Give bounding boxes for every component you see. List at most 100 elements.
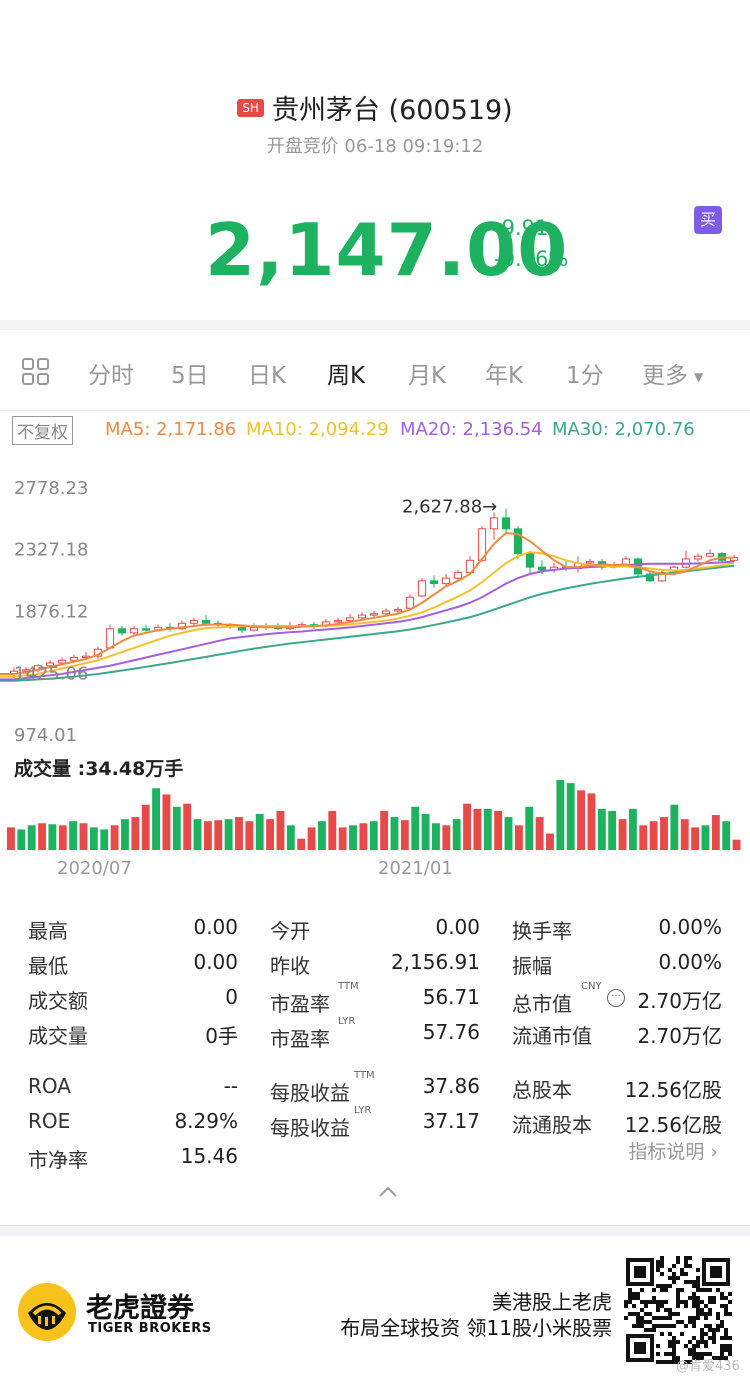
volume-bar [577, 790, 586, 850]
candle-body [141, 628, 151, 631]
buy-button[interactable]: 买 [694, 206, 722, 234]
stats-grid: 最高 0.00 最低 0.00 成交额 0 成交量 0手 ROA -- ROE … [0, 905, 750, 1175]
candle-body [429, 580, 439, 585]
stat-value-low: 0.00 [193, 950, 238, 974]
section-gap [0, 1226, 750, 1236]
indicator-help-link[interactable]: 指标说明 › [628, 1141, 718, 1163]
y-tick-label: 1425.06 [14, 663, 88, 684]
stat-value-turnover-rate: 0.00% [658, 915, 722, 939]
tab-5day[interactable]: 5日 [171, 363, 209, 389]
candle-body [117, 628, 127, 634]
volume-bar [121, 819, 129, 850]
candle-body [417, 580, 427, 597]
volume-bar [369, 821, 378, 850]
last-price: 2,147.00 [205, 208, 569, 292]
y-axis-labels: 2778.23 2327.18 1876.12 1425.06 974.01 [14, 478, 88, 746]
stat-label-eps-lyr: 每股收益 [270, 1116, 350, 1140]
y-tick-label: 2327.18 [14, 540, 88, 561]
auction-time: 开盘竞价 06-18 09:19:12 [266, 136, 484, 157]
stat-value-high: 0.00 [193, 915, 238, 939]
stat-sup-cny: CNY [581, 981, 602, 992]
stat-value-prev-close: 2,156.91 [390, 950, 480, 974]
ma30-value: MA30: 2,070.76 [552, 419, 695, 440]
brand-name-en: TIGER BROKERS [88, 1321, 212, 1336]
candle-body [537, 566, 547, 571]
grid-layout-icon[interactable] [22, 358, 50, 386]
kline-chart[interactable]: 2778.23 2327.18 1876.12 1425.06 974.01 2,627… [0, 450, 750, 760]
volume-bar [203, 821, 212, 850]
stat-value-amplitude: 0.00% [658, 950, 722, 974]
stat-sup-ttm: TTM [354, 1070, 375, 1081]
tab-more[interactable]: 更多 ▼ [642, 356, 703, 390]
stat-sup-ttm: TTM [338, 981, 359, 992]
ma10-value: MA10: 2,094.29 [246, 419, 389, 440]
volume-bar [183, 803, 192, 850]
promo-slogan: 美港股上老虎 [492, 1290, 612, 1314]
ma-lines-group [0, 531, 735, 682]
qr-code-icon [624, 1256, 732, 1364]
stat-label-total-shares: 总股本 [512, 1078, 572, 1102]
volume-bar [89, 827, 98, 850]
volume-bar [597, 808, 606, 850]
volume-bar [483, 808, 492, 850]
y-tick-label: 2778.23 [14, 478, 88, 499]
stock-title-row: SH 贵州茅台 (600519) [0, 88, 750, 127]
stat-label-open: 今开 [270, 919, 310, 943]
tab-yearly-k[interactable]: 年K [485, 363, 524, 389]
volume-bar [701, 825, 710, 850]
volume-bar [442, 825, 451, 850]
tab-1min[interactable]: 1分 [566, 363, 604, 389]
moving-average-row: 不复权 MA5: 2,171.86 MA10: 2,094.29 MA20: 2… [0, 416, 750, 446]
info-icon[interactable]: ··· [607, 989, 625, 1007]
x-tick-label: 2021/01 [378, 858, 453, 879]
price-adjust-toggle[interactable]: 不复权 [12, 416, 73, 445]
volume-bar [286, 825, 295, 850]
candle-body [441, 577, 451, 585]
volume-bar [452, 819, 461, 850]
tab-daily-k[interactable]: 日K [248, 363, 287, 389]
tab-intraday[interactable]: 分时 [88, 363, 134, 389]
volume-bar [680, 819, 689, 850]
tab-more-label: 更多 [642, 363, 688, 389]
stat-value-pb: 15.46 [180, 1144, 238, 1168]
volume-label: 成交量 :34.48万手 [14, 758, 184, 780]
volume-bar [297, 838, 306, 850]
volume-bar [411, 806, 420, 850]
candle-body [693, 555, 703, 560]
volume-bar [514, 825, 523, 850]
ma5-line [0, 531, 734, 675]
tab-weekly-k[interactable]: 周K [327, 363, 366, 389]
stat-value-eps-ttm: 37.86 [422, 1074, 480, 1098]
volume-bar [276, 810, 285, 850]
candle-body [105, 628, 115, 649]
price-change: -9.91 [494, 216, 549, 240]
volume-bar [131, 817, 140, 850]
volume-bar [400, 820, 409, 850]
volume-bar [307, 827, 316, 850]
ma30-line [0, 564, 735, 682]
chart-period-tabs: 分时 5日 日K 周K 月K 年K 1分 更多 ▼ [0, 330, 750, 411]
stat-value-turnover-amount: 0 [225, 985, 238, 1009]
volume-bar [722, 821, 731, 850]
volume-bar [100, 829, 109, 850]
candle-body [489, 517, 499, 530]
y-tick-label: 1876.12 [14, 602, 88, 623]
volume-bar [193, 819, 202, 850]
volume-chart[interactable] [0, 778, 750, 853]
chevron-up-icon[interactable] [378, 1184, 398, 1198]
chevron-down-icon: ▼ [694, 369, 704, 384]
candle-body [189, 620, 199, 624]
volume-bar [214, 820, 223, 850]
stat-value-eps-lyr: 37.17 [422, 1109, 480, 1133]
stat-label-float-shares: 流通股本 [512, 1113, 592, 1137]
volume-bar [649, 821, 658, 850]
stat-label-amplitude: 振幅 [512, 954, 552, 978]
x-tick-label: 2020/07 [57, 858, 132, 879]
tab-monthly-k[interactable]: 月K [408, 363, 447, 389]
stat-sup-lyr: LYR [354, 1105, 372, 1116]
volume-bar [224, 819, 233, 850]
volume-bar [349, 825, 357, 850]
stat-value-roe: 8.29% [174, 1109, 238, 1133]
volume-bar [432, 823, 440, 850]
volume-bar [566, 783, 575, 850]
